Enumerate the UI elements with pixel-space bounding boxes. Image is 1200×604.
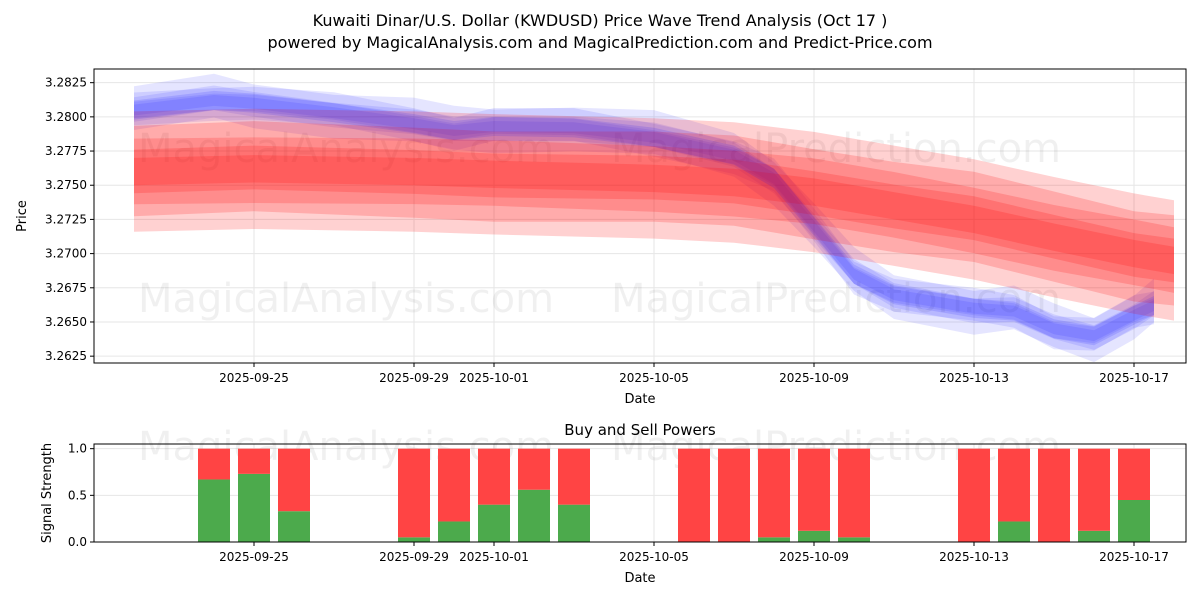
blue-wave-band <box>134 73 1154 363</box>
buy-bar <box>758 537 790 542</box>
price-x-axis: 2025-09-25 2025-09-29 2025-10-01 2025-10-05… <box>219 363 1169 385</box>
red-wave-band <box>134 145 1174 283</box>
power-x-tick-label: 2025-10-05 <box>619 550 689 564</box>
price-x-tick-label: 2025-10-17 <box>1099 371 1169 385</box>
sell-bar <box>998 448 1030 522</box>
sell-bar <box>1118 448 1150 500</box>
power-x-axis: 2025-09-25 2025-09-29 2025-10-01 2025-10-05… <box>219 542 1169 564</box>
price-y-tick-label: 3.2825 <box>45 76 87 90</box>
price-x-tick-label: 2025-10-13 <box>939 371 1009 385</box>
watermark-prediction-mid: MagicalPrediction.com <box>611 276 1061 322</box>
power-x-label: Date <box>624 571 655 586</box>
blue-wave-band <box>134 86 1154 351</box>
blue-wave-core <box>134 90 1154 346</box>
watermark-analysis-top: MagicalAnalysis.com <box>138 126 554 172</box>
power-y-label: Signal Strength <box>40 443 55 543</box>
sell-bar <box>238 448 270 474</box>
red-wave-band <box>134 108 1174 321</box>
buy-bar <box>438 521 470 542</box>
price-x-tick-label: 2025-10-05 <box>619 371 689 385</box>
power-x-tick-label: 2025-10-09 <box>779 550 849 564</box>
power-plot-border <box>93 443 1187 543</box>
watermark-analysis-mid: MagicalAnalysis.com <box>138 276 554 322</box>
watermark-prediction-top: MagicalPrediction.com <box>611 126 1061 172</box>
price-y-tick-label: 3.2800 <box>45 110 87 124</box>
power-y-tick-label: 1.0 <box>68 442 87 456</box>
power-y-axis: 0.0 0.5 1.0 <box>68 442 94 549</box>
blue-wave-band <box>134 93 1154 344</box>
buy-bar <box>398 537 430 542</box>
price-grid <box>94 69 1186 363</box>
red-wave-band <box>134 121 1174 306</box>
price-y-tick-label: 3.2750 <box>45 178 87 192</box>
buy-bar <box>478 504 510 542</box>
buy-bar <box>238 473 270 542</box>
buy-bar <box>518 489 550 542</box>
price-y-label: Price <box>15 200 30 232</box>
power-x-tick-label: 2025-09-25 <box>219 550 289 564</box>
sell-bar <box>478 448 510 505</box>
buy-bar <box>278 511 310 542</box>
price-chart: MagicalAnalysis.com MagicalPrediction.co… <box>15 68 1187 407</box>
sell-bar <box>678 448 710 542</box>
power-x-tick-label: 2025-10-01 <box>459 550 529 564</box>
sell-bar <box>438 448 470 522</box>
price-y-tick-label: 3.2725 <box>45 212 87 226</box>
power-x-tick-label: 2025-10-13 <box>939 550 1009 564</box>
red-wave-band <box>134 137 1174 293</box>
price-y-tick-label: 3.2625 <box>45 349 87 363</box>
sell-bar <box>838 448 870 538</box>
buy-bar <box>1078 530 1110 542</box>
power-y-tick-label: 0.0 <box>68 535 87 549</box>
buy-bar <box>998 521 1030 542</box>
sell-bar <box>958 448 990 542</box>
sell-bar <box>758 448 790 538</box>
price-plot-frame <box>94 69 1186 363</box>
buy-bar <box>798 530 830 542</box>
price-bands <box>134 73 1174 363</box>
price-y-tick-label: 3.2700 <box>45 247 87 261</box>
sell-bar <box>398 448 430 538</box>
buy-bar <box>838 537 870 542</box>
sell-bar <box>198 448 230 480</box>
price-y-tick-label: 3.2650 <box>45 315 87 329</box>
price-x-label: Date <box>624 392 655 407</box>
power-y-tick-label: 0.5 <box>68 488 87 502</box>
buy-bar <box>558 504 590 542</box>
price-y-tick-label: 3.2675 <box>45 281 87 295</box>
power-chart: Buy and Sell Powers MagicalAnalysis.com … <box>40 421 1187 586</box>
red-wave-band <box>134 155 1174 275</box>
sell-bar <box>278 448 310 512</box>
price-x-tick-label: 2025-10-01 <box>459 371 529 385</box>
power-chart-title: Buy and Sell Powers <box>564 421 716 439</box>
sell-bar <box>1038 448 1070 542</box>
price-y-axis: 3.2625 3.2650 3.2675 3.2700 3.2725 3.2750 3.27… <box>45 76 94 363</box>
price-y-tick-label: 3.2775 <box>45 144 87 158</box>
sell-bar <box>798 448 830 531</box>
blue-wave-band <box>134 85 1154 350</box>
sell-bar <box>718 448 750 542</box>
price-x-tick-label: 2025-09-25 <box>219 371 289 385</box>
sell-bar <box>1078 448 1110 531</box>
power-x-tick-label: 2025-10-17 <box>1099 550 1169 564</box>
price-x-tick-label: 2025-09-29 <box>379 371 449 385</box>
buy-bar <box>1118 500 1150 542</box>
buy-bar <box>198 479 230 542</box>
chart-subtitle: powered by MagicalAnalysis.com and Magic… <box>267 33 932 52</box>
sell-bar <box>558 448 590 505</box>
power-bars <box>198 448 1150 542</box>
power-x-tick-label: 2025-09-29 <box>379 550 449 564</box>
price-x-tick-label: 2025-10-09 <box>779 371 849 385</box>
sell-bar <box>518 448 550 490</box>
chart-title: Kuwaiti Dinar/U.S. Dollar (KWDUSD) Price… <box>313 11 888 30</box>
price-plot-border <box>93 68 1187 364</box>
